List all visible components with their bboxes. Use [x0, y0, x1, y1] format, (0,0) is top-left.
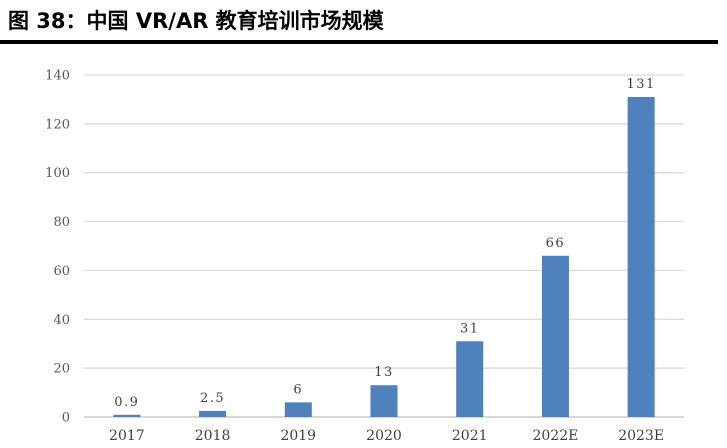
bar	[627, 96, 655, 417]
y-tick-label: 80	[53, 215, 70, 230]
x-tick-label: 2017	[109, 428, 145, 444]
bar	[284, 402, 312, 417]
bar	[113, 414, 141, 417]
data-label: 6	[293, 382, 303, 397]
x-tick-label: 2023E	[618, 428, 664, 444]
data-label: 2.5	[200, 391, 225, 406]
y-tick-label: 60	[53, 264, 70, 279]
bar	[456, 341, 484, 417]
data-label: 131	[626, 77, 655, 92]
data-label: 0.9	[114, 395, 139, 410]
x-tick-label: 2019	[280, 428, 316, 444]
title-rule	[0, 40, 718, 44]
y-tick-label: 20	[53, 362, 70, 377]
bar	[370, 385, 398, 417]
y-tick-label: 100	[45, 166, 70, 181]
data-label: 13	[374, 365, 394, 380]
bar	[199, 410, 227, 417]
y-tick-label: 120	[45, 117, 70, 132]
x-tick-label: 2018	[195, 428, 231, 444]
y-tick-label: 40	[53, 313, 70, 328]
data-label: 66	[546, 236, 566, 251]
y-tick-label: 0	[62, 411, 70, 426]
figure-title: 图 38：中国 VR/AR 教育培训市场规模	[8, 9, 384, 33]
x-tick-label: 2022E	[532, 428, 578, 444]
y-tick-label: 140	[45, 69, 70, 84]
x-tick-label: 2021	[452, 428, 488, 444]
data-label: 31	[460, 321, 480, 336]
x-tick-label: 2020	[366, 428, 402, 444]
bar	[541, 255, 569, 417]
